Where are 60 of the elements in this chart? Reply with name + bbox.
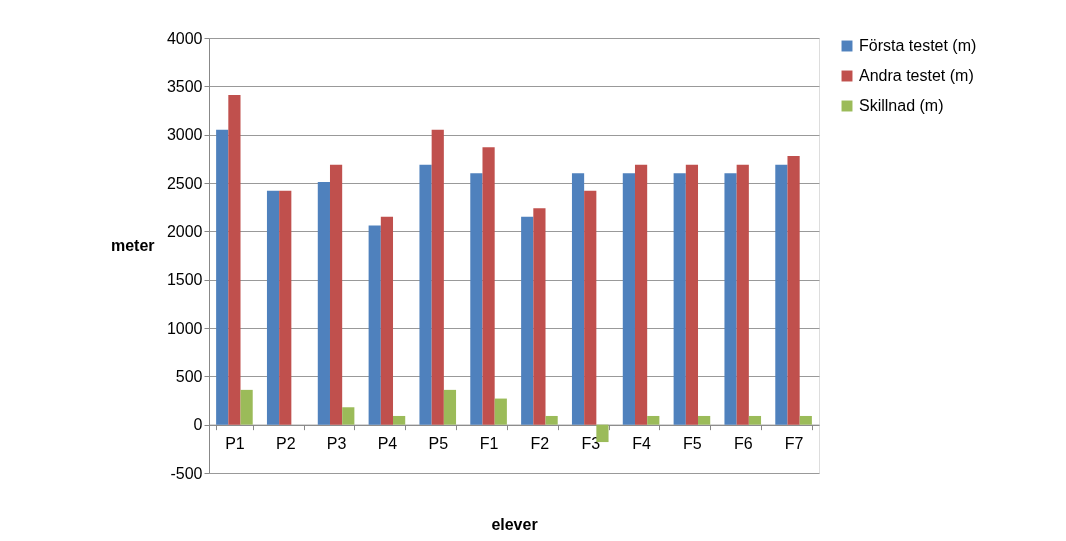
bar [342,407,355,425]
bar [368,225,381,425]
bar [775,164,788,425]
legend-label: Skillnad (m) [859,97,944,114]
bar [228,95,241,425]
bar [571,173,585,425]
x-tick-label: F5 [683,435,702,453]
x-tick-label: F4 [632,435,652,453]
y-tick-label: 1500 [166,271,203,289]
x-tick-label: P2 [275,435,296,453]
legend-label: Andra testet (m) [859,67,974,84]
bar [482,147,495,425]
bar [698,415,711,425]
x-tick-label: F7 [784,435,804,453]
y-tick-label: 2000 [166,222,203,240]
bar [584,190,597,425]
bar [622,173,635,425]
y-tick-label: 1000 [166,319,203,337]
bar [393,415,406,425]
y-tick-label: 4000 [166,29,203,47]
bar [748,415,762,425]
bar [470,173,483,425]
x-tick-label: P3 [326,435,347,453]
x-tick-label: F6 [733,435,753,453]
bar [647,415,660,425]
y-tick-label: 2500 [166,174,203,192]
bar [317,182,330,425]
bar [634,164,648,425]
y-tick-label: 3500 [166,77,203,95]
bar [799,415,812,425]
x-tick-label: P4 [377,435,398,453]
bar [266,190,280,425]
bar [240,389,253,425]
bar [494,398,507,425]
x-axis-title: elever [491,515,538,533]
x-tick-label: F2 [530,435,550,453]
y-axis-title: meter [110,237,155,254]
y-tick-label: 500 [175,367,203,385]
y-tick-label: 0 [193,416,203,434]
bar [521,216,534,425]
bar [545,415,558,425]
bar [216,129,229,425]
y-tick-label: -500 [170,464,203,482]
legend-label: Första testet (m) [859,37,977,54]
bar [533,208,546,425]
y-tick-label: 3000 [166,126,203,144]
x-tick-label: P1 [225,435,245,453]
bar [329,164,343,425]
bar [787,155,800,425]
bar [279,190,292,425]
bar [380,216,394,425]
bar [431,129,444,425]
bar [724,173,737,425]
bar [685,164,699,425]
bar [673,173,686,425]
bar [736,164,749,425]
x-tick-label: F1 [479,435,499,453]
bar [419,164,432,425]
x-tick-label: P5 [428,435,449,453]
bar [443,389,457,425]
